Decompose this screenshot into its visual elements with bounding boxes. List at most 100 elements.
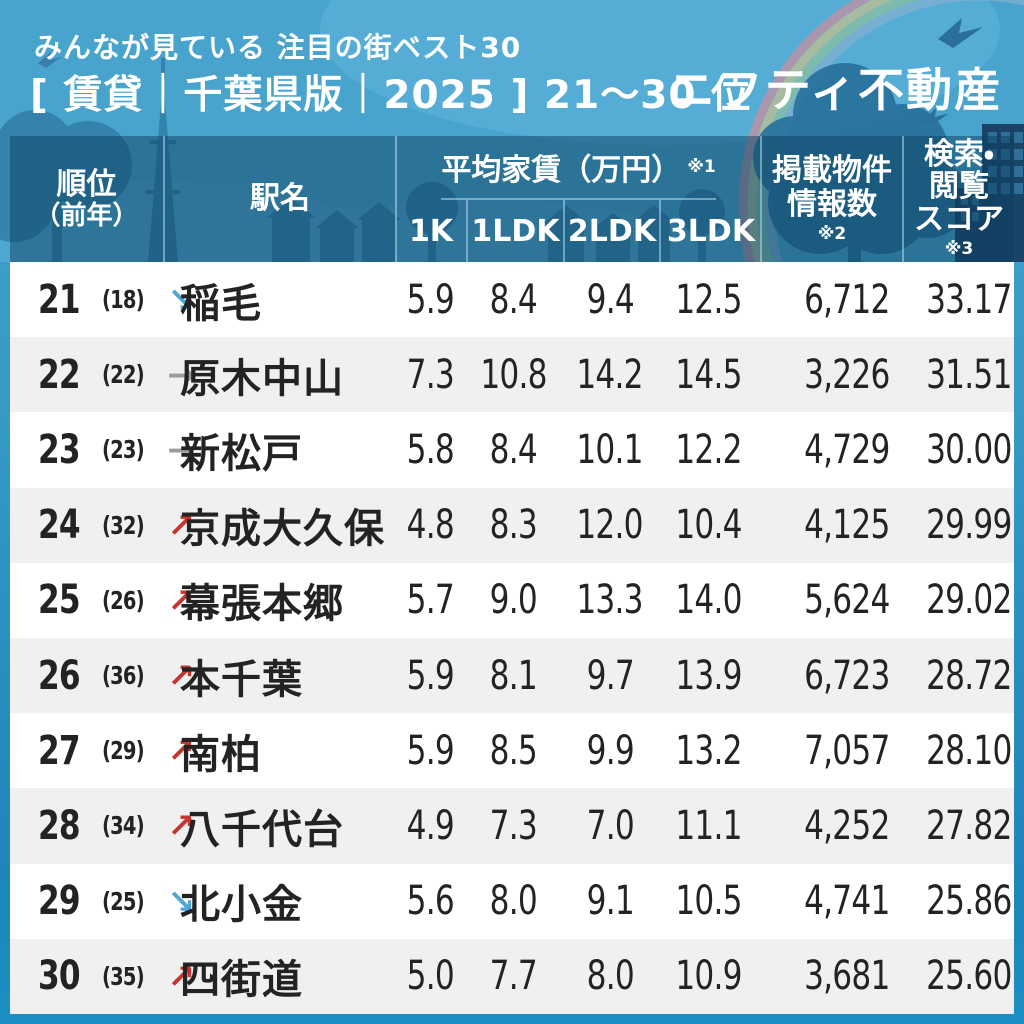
score-text: 27.82 — [926, 802, 1012, 849]
rent-1k-value: 5.8 — [395, 427, 465, 473]
listings-count: 4,741 — [760, 878, 902, 924]
previous-rank: (26) — [101, 585, 145, 615]
trend-arrow-icon: → — [167, 355, 195, 395]
score-text: 30.00 — [926, 426, 1012, 473]
rent-3ldk-value: 10.5 — [658, 878, 760, 924]
score-value: 28.10 — [902, 728, 1014, 774]
table-row: 25 (26) ↗ 幕張本郷 5.7 9.0 13.3 14.0 5,624 2… — [10, 562, 1014, 638]
col-header-rent-group: 平均家賃（万円） ※1 1K 1LDK 2LDK 3LDK — [395, 136, 760, 262]
score-text: 28.10 — [926, 727, 1012, 774]
rent-3ldk-text: 12.2 — [675, 426, 743, 473]
score-value: 29.02 — [902, 577, 1014, 623]
rank-number: 28 — [38, 802, 81, 849]
rank-number: 26 — [38, 652, 81, 699]
rent-1k-value: 5.9 — [395, 653, 465, 699]
rent-2ldk-text: 13.3 — [576, 577, 644, 624]
rent-1ldk-text: 7.7 — [489, 953, 538, 1000]
rent-1ldk-text: 8.4 — [489, 276, 538, 323]
previous-rank: (25) — [101, 886, 145, 916]
station-name: 稲毛 — [180, 280, 262, 327]
rank-label: 順位 — [56, 166, 117, 202]
listings-note: ※2 — [817, 224, 847, 245]
col-header-station: 駅名 — [163, 136, 395, 262]
rent-1k-value: 5.7 — [395, 577, 465, 623]
rent-2ldk-value: 14.2 — [562, 352, 658, 398]
tree-icon — [0, 110, 132, 262]
trend-arrow-icon: ↗ — [167, 731, 195, 771]
rent-1ldk-text: 8.3 — [489, 502, 538, 549]
previous-rank: (36) — [101, 661, 145, 691]
bird-icon — [922, 108, 949, 126]
trend-arrow-icon: ↗ — [167, 580, 195, 620]
rent-2ldk-value: 9.1 — [562, 878, 658, 924]
listings-count: 6,712 — [760, 277, 902, 323]
rank-number: 24 — [38, 502, 81, 549]
ranking-table: 順位 （前年） 駅名 平均家賃（万円） ※1 1K 1LDK 2LDK 3LDK — [10, 136, 1014, 1014]
score-text: 28.72 — [926, 652, 1012, 699]
trend-arrow-icon: ↗ — [167, 806, 195, 846]
table-body: 21 (18) ↘ 稲毛 5.9 8.4 9.4 12.5 6,712 33.1… — [10, 262, 1014, 1014]
rent-3ldk-text: 12.5 — [675, 276, 743, 323]
table-row: 26 (36) ↗ 本千葉 5.9 8.1 9.7 13.9 6,723 28.… — [10, 637, 1014, 714]
previous-rank: (32) — [101, 510, 145, 540]
rank-number: 23 — [38, 426, 81, 473]
rent-2ldk-text: 14.2 — [576, 351, 644, 398]
rent-1ldk-value: 7.3 — [465, 803, 562, 849]
listings-count: 5,624 — [760, 577, 902, 623]
rent-1k-text: 5.0 — [406, 953, 454, 1000]
score-text: 33.17 — [926, 276, 1012, 323]
station-name: 原木中山 — [180, 355, 344, 402]
rent-2ldk-text: 9.7 — [586, 652, 634, 699]
rent-3ldk-value: 13.9 — [658, 653, 760, 699]
score-text: 25.86 — [926, 878, 1012, 925]
rank-cell: 27 (29) ↗ — [10, 728, 195, 774]
listings-text: 4,252 — [804, 802, 891, 849]
listings-count: 3,226 — [760, 352, 902, 398]
bird-icon — [938, 18, 983, 48]
rent-1ldk-text: 8.4 — [489, 426, 538, 473]
rent-1k-text: 5.8 — [406, 426, 454, 473]
rent-note: ※1 — [687, 157, 716, 177]
trend-arrow-icon: ↗ — [167, 656, 195, 696]
rent-1ldk-value: 10.8 — [465, 352, 562, 398]
score-value: 25.60 — [902, 953, 1014, 999]
hero-illustration — [0, 0, 1024, 262]
col-header-3ldk: 3LDK — [659, 200, 761, 262]
rent-group-label: 平均家賃（万円） ※1 — [441, 136, 716, 200]
brand-logo: ニフティ不動産 — [668, 63, 1002, 117]
table-row: 27 (29) ↗ 南柏 5.9 8.5 9.9 13.2 7,057 28.1… — [10, 713, 1014, 789]
rent-1k-text: 4.9 — [406, 802, 454, 849]
rank-number: 25 — [38, 577, 81, 624]
tree-icon — [406, 182, 458, 262]
previous-rank: (22) — [101, 360, 145, 390]
rent-1k-text: 5.9 — [406, 276, 454, 323]
previous-rank: (18) — [101, 285, 145, 315]
rent-2ldk-value: 9.9 — [562, 728, 658, 774]
rent-2ldk-text: 10.1 — [576, 426, 644, 473]
station-name: 京成大久保 — [180, 506, 385, 553]
rank-cell: 24 (32) ↗ — [10, 502, 195, 549]
listings-text: 4,729 — [804, 426, 891, 473]
col-header-score: 検索・ 閲覧 スコア ※3 — [902, 136, 1014, 262]
rent-2ldk-text: 9.9 — [586, 727, 634, 774]
trend-arrow-icon: ↘ — [167, 881, 195, 921]
station-name: 幕張本郷 — [180, 581, 344, 628]
rent-1k-text: 5.6 — [406, 878, 454, 925]
rank-number: 29 — [38, 878, 81, 925]
listings-count: 6,723 — [760, 653, 902, 699]
rent-3ldk-text: 10.5 — [675, 878, 743, 925]
tree-icon — [753, 63, 968, 262]
rent-1ldk-text: 8.0 — [489, 878, 538, 925]
station-name: 本千葉 — [180, 656, 303, 703]
rent-1k-text: 4.8 — [406, 502, 454, 549]
score-value: 28.72 — [902, 653, 1014, 699]
col-header-1ldk: 1LDK — [466, 200, 563, 262]
station-label: 駅名 — [250, 181, 310, 217]
score-label-line2: 閲覧 — [929, 169, 989, 205]
rent-1k-value: 4.9 — [395, 803, 465, 849]
rent-1ldk-value: 8.4 — [465, 277, 562, 323]
rent-group-text: 平均家賃（万円） — [441, 153, 682, 188]
rank-cell: 29 (25) ↘ — [10, 878, 195, 925]
building-icon — [955, 124, 1024, 262]
station-name: 新松戸 — [180, 430, 303, 477]
